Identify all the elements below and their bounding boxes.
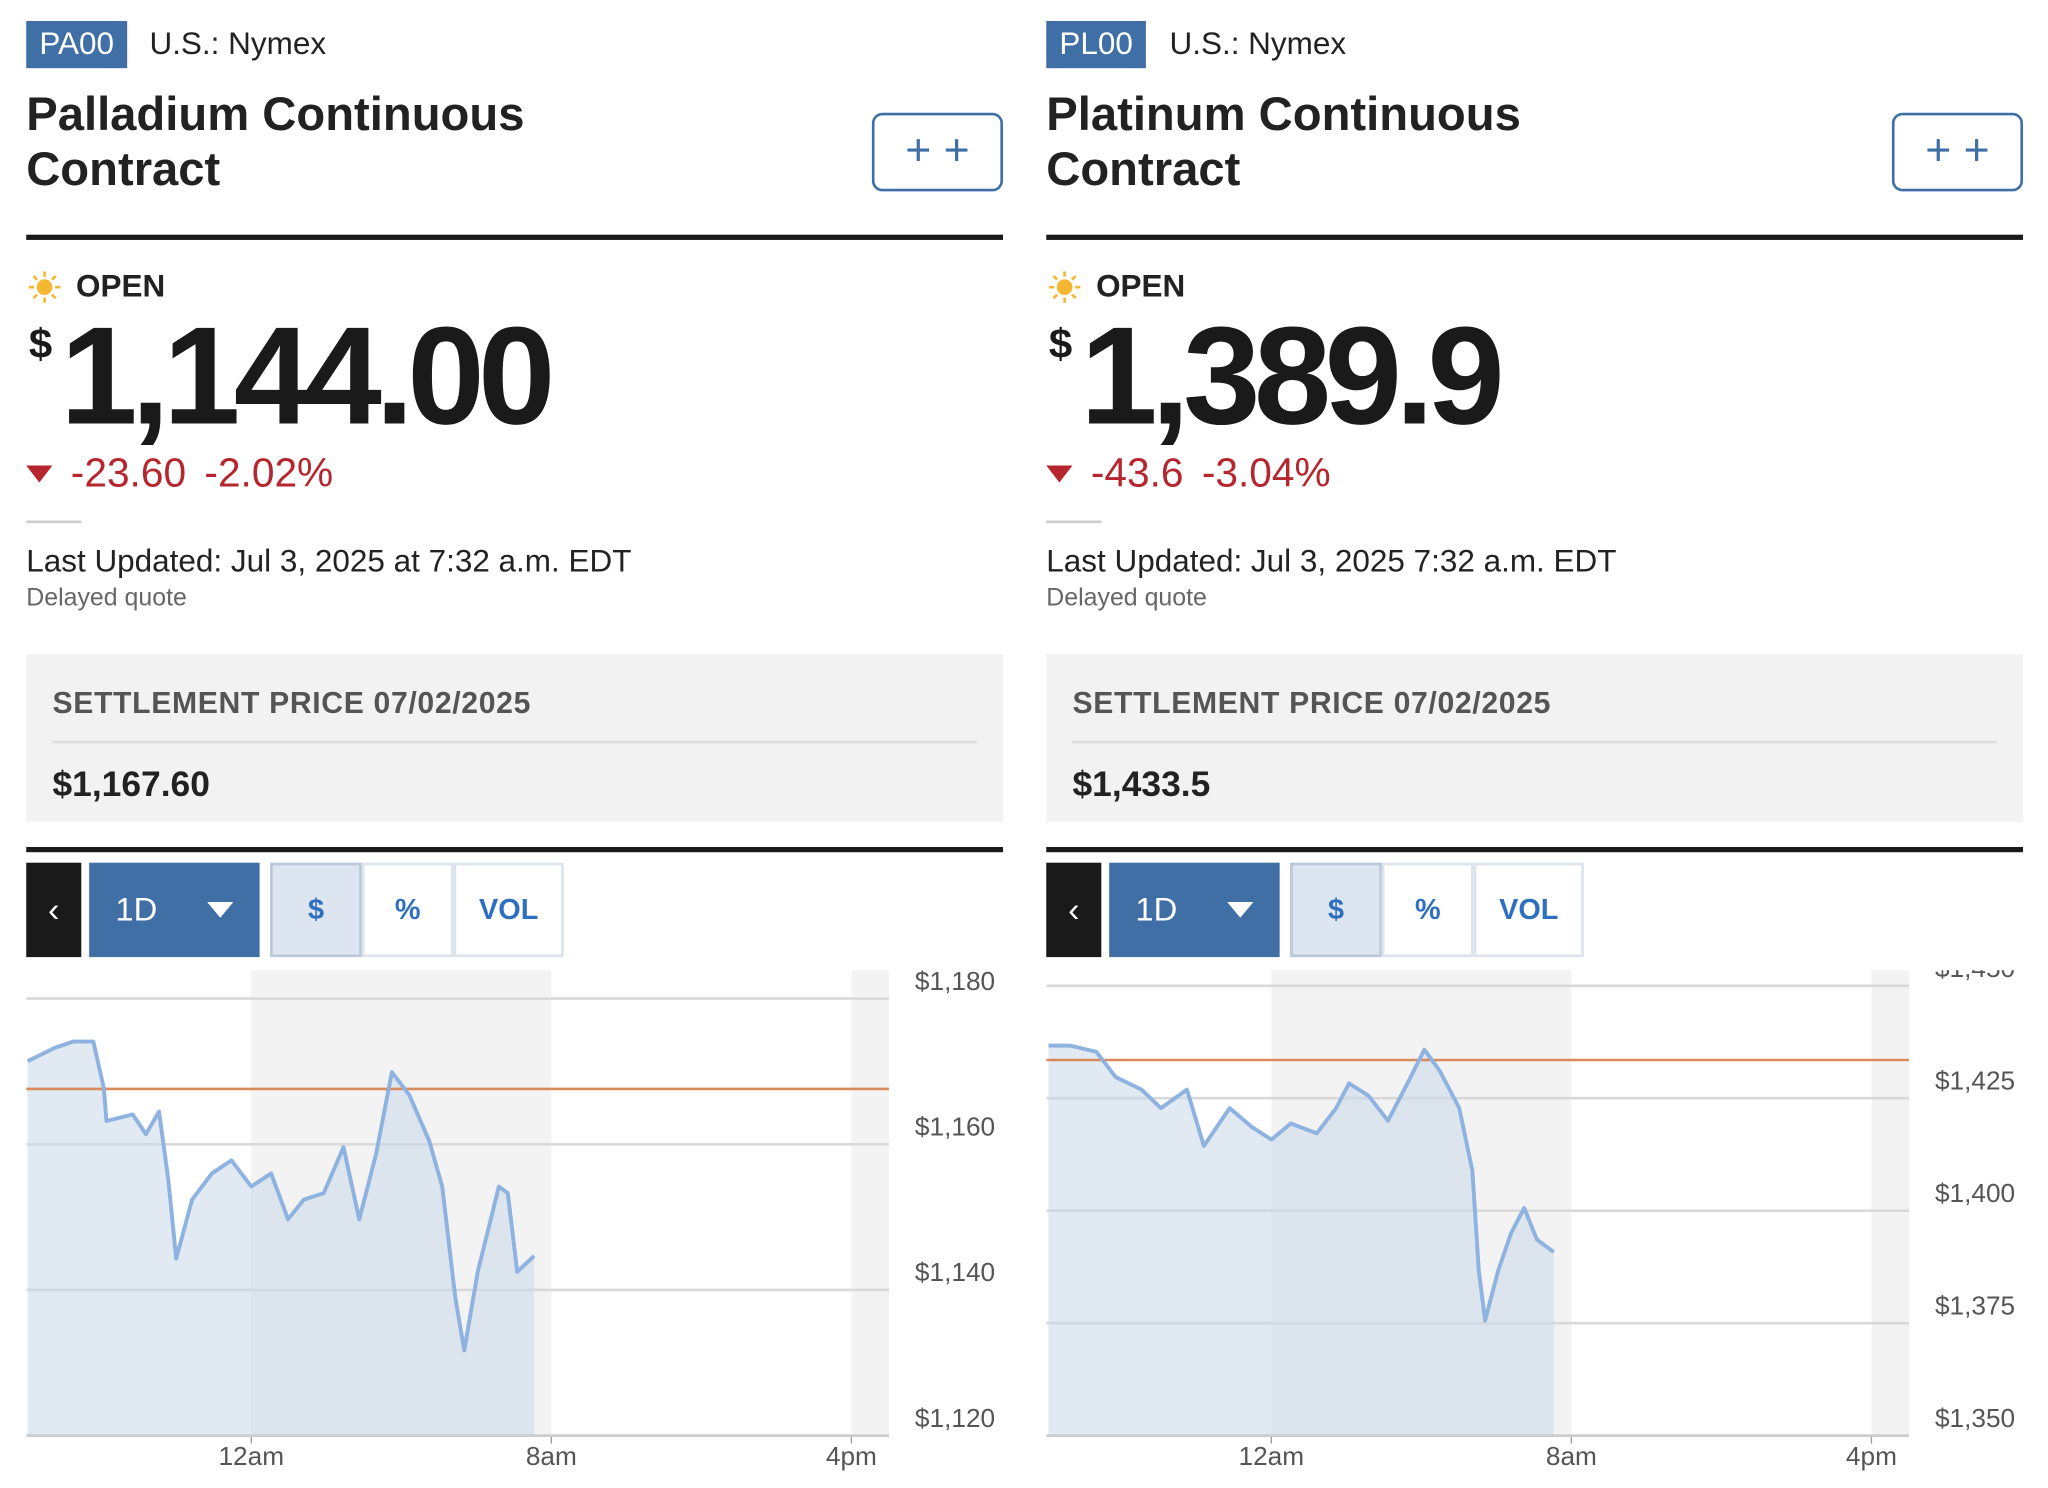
market-status: OPEN [26,269,165,306]
change-percent: -2.02% [204,449,334,496]
last-updated: Last Updated: Jul 3, 2025 at 7:32 a.m. E… [26,544,632,580]
x-tick-label: 4pm [1846,1441,1897,1471]
watchlist-button[interactable]: + + [1891,112,2024,192]
settlement-divider [52,740,977,744]
sun-icon [28,271,61,303]
unit-button[interactable]: % [361,862,454,958]
price-area [1048,1045,1554,1436]
y-tick-label: $1,375 [1935,1290,2015,1320]
short-divider [1046,520,1102,524]
x-tick-label: 8am [1546,1441,1597,1471]
down-arrow [1046,464,1073,482]
y-tick-label: $1,140 [915,1257,995,1287]
x-tick-label: 12am [1239,1441,1305,1471]
quote-panel: PL00 U.S.: Nymex Platinum Continuous Contr… [1046,0,2024,1488]
down-arrow [26,464,53,482]
y-tick-label: $1,160 [915,1111,995,1141]
x-tick-label: 8am [526,1441,577,1471]
dropdown-arrow [1227,902,1254,918]
y-tick-label: $1,400 [1935,1178,2015,1208]
watchlist-button[interactable]: + + [871,112,1003,192]
divider [26,846,1003,853]
delayed-note: Delayed quote [1046,584,1207,613]
y-tick-label: $1,425 [1935,1065,2015,1095]
session-band [1871,970,1909,1436]
y-tick-label: $1,180 [915,970,995,996]
currency-symbol: $ [1048,319,1073,368]
settlement-divider [1072,740,1997,744]
settlement-box: SETTLEMENT PRICE 07/02/2025 $1,167.60 [26,654,1003,823]
price-chart: $1,350 $1,375 $1,400 $1,425 $1,450 12am 8am 4pm [1046,970,2015,1471]
price-line [1048,1043,1555,1323]
y-tick-label: $1,120 [915,1403,995,1433]
short-divider [26,520,82,524]
settlement-box: SETTLEMENT PRICE 07/02/2025 $1,433.5 [1046,654,2024,823]
change-value: -23.60 [70,449,187,496]
price-chart: $1,120 $1,140 $1,160 $1,180 12am 8am 4pm [26,970,995,1471]
price-line [26,1039,536,1353]
range-dropdown[interactable]: 1D [89,862,260,958]
sun-icon [1048,271,1081,303]
exchange: U.S.: Nymex [1169,26,1347,62]
ticker-badge: PA00 [26,20,128,69]
back-button[interactable]: ‹ [26,862,82,958]
currency-symbol: $ [28,319,53,368]
y-tick-label: $1,350 [1935,1403,2015,1433]
instrument-title: Platinum Continuous Contract [1046,86,1521,196]
dropdown-arrow [207,902,234,918]
range-text: 1D [1135,890,1178,928]
unit-button[interactable]: $ [1290,862,1382,958]
unit-button[interactable]: % [1381,862,1474,958]
ticker-badge: PL00 [1046,20,1146,69]
change-value: -43.6 [1090,449,1184,496]
settlement-price: $1,433.5 [1072,764,1211,804]
x-tick-label: 12am [218,1441,284,1471]
market-status: OPEN [1046,269,1185,306]
unit-button[interactable]: VOL [453,862,564,958]
unit-button[interactable]: $ [270,862,362,958]
instrument-title: Palladium Continuous Contract [26,86,525,196]
range-text: 1D [115,890,158,928]
x-tick-label: 4pm [826,1441,877,1471]
divider [1046,234,2024,240]
status-text: OPEN [1096,268,1186,305]
settlement-label: SETTLEMENT PRICE 07/02/2025 [1072,685,1552,720]
range-dropdown[interactable]: 1D [1109,862,1280,958]
back-button[interactable]: ‹ [1046,862,1102,958]
last-updated: Last Updated: Jul 3, 2025 7:32 a.m. EDT [1046,544,1617,580]
last-price: 1,389.9 [1080,298,1504,454]
price-change: -23.60 -2.02% [26,450,333,497]
change-percent: -3.04% [1201,449,1331,496]
status-text: OPEN [76,268,166,305]
session-band [851,970,889,1436]
divider [26,234,1003,240]
quote-panel: PA00 U.S.: Nymex Palladium Continuous Cont… [26,0,1003,1488]
price-area [27,1041,535,1436]
price-change: -43.6 -3.04% [1046,449,1331,497]
delayed-note: Delayed quote [26,584,187,613]
y-tick-label: $1,450 [1935,970,2015,983]
divider [1046,846,2024,853]
unit-button[interactable]: VOL [1473,862,1584,958]
last-price: 1,144.00 [60,298,555,454]
settlement-label: SETTLEMENT PRICE 07/02/2025 [52,685,532,720]
settlement-price: $1,167.60 [52,764,210,804]
exchange: U.S.: Nymex [149,26,327,62]
